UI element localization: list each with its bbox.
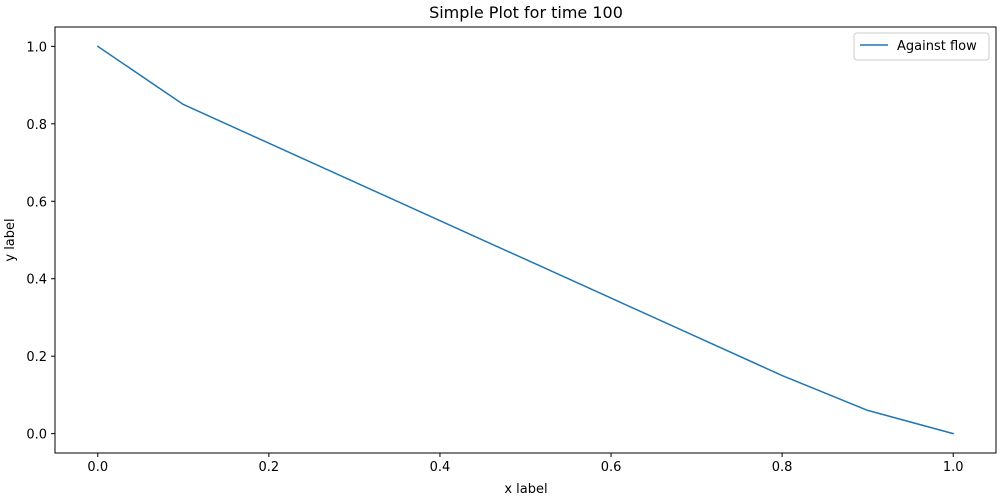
y-tick-label: 0.0	[26, 428, 47, 443]
x-tick-label: 0.0	[87, 460, 108, 475]
y-axis-label: y label	[3, 218, 18, 261]
x-tick-label: 1.0	[943, 460, 964, 475]
x-tick-label: 0.8	[772, 460, 793, 475]
chart-title: Simple Plot for time 100	[429, 3, 623, 22]
y-tick-label: 1.0	[26, 40, 47, 55]
y-tick-label: 0.2	[26, 350, 47, 365]
y-tick-label: 0.6	[26, 195, 47, 210]
series-line-0	[97, 45, 954, 435]
plot-area-frame	[54, 26, 997, 454]
legend-box	[853, 32, 990, 61]
x-tick-label: 0.2	[259, 460, 280, 475]
y-tick-label: 0.8	[26, 118, 47, 133]
y-axis: 0.0 0.2 0.4 0.6 0.8 1.0	[26, 40, 55, 443]
series-layer	[97, 45, 954, 435]
legend: Against flow	[853, 32, 990, 61]
x-tick-label: 0.6	[601, 460, 622, 475]
x-axis-label: x label	[504, 482, 547, 497]
x-axis: 0.0 0.2 0.4 0.6 0.8 1.0	[87, 453, 964, 475]
legend-label: Against flow	[897, 39, 977, 54]
x-tick-label: 0.4	[430, 460, 451, 475]
y-tick-label: 0.4	[26, 273, 47, 288]
